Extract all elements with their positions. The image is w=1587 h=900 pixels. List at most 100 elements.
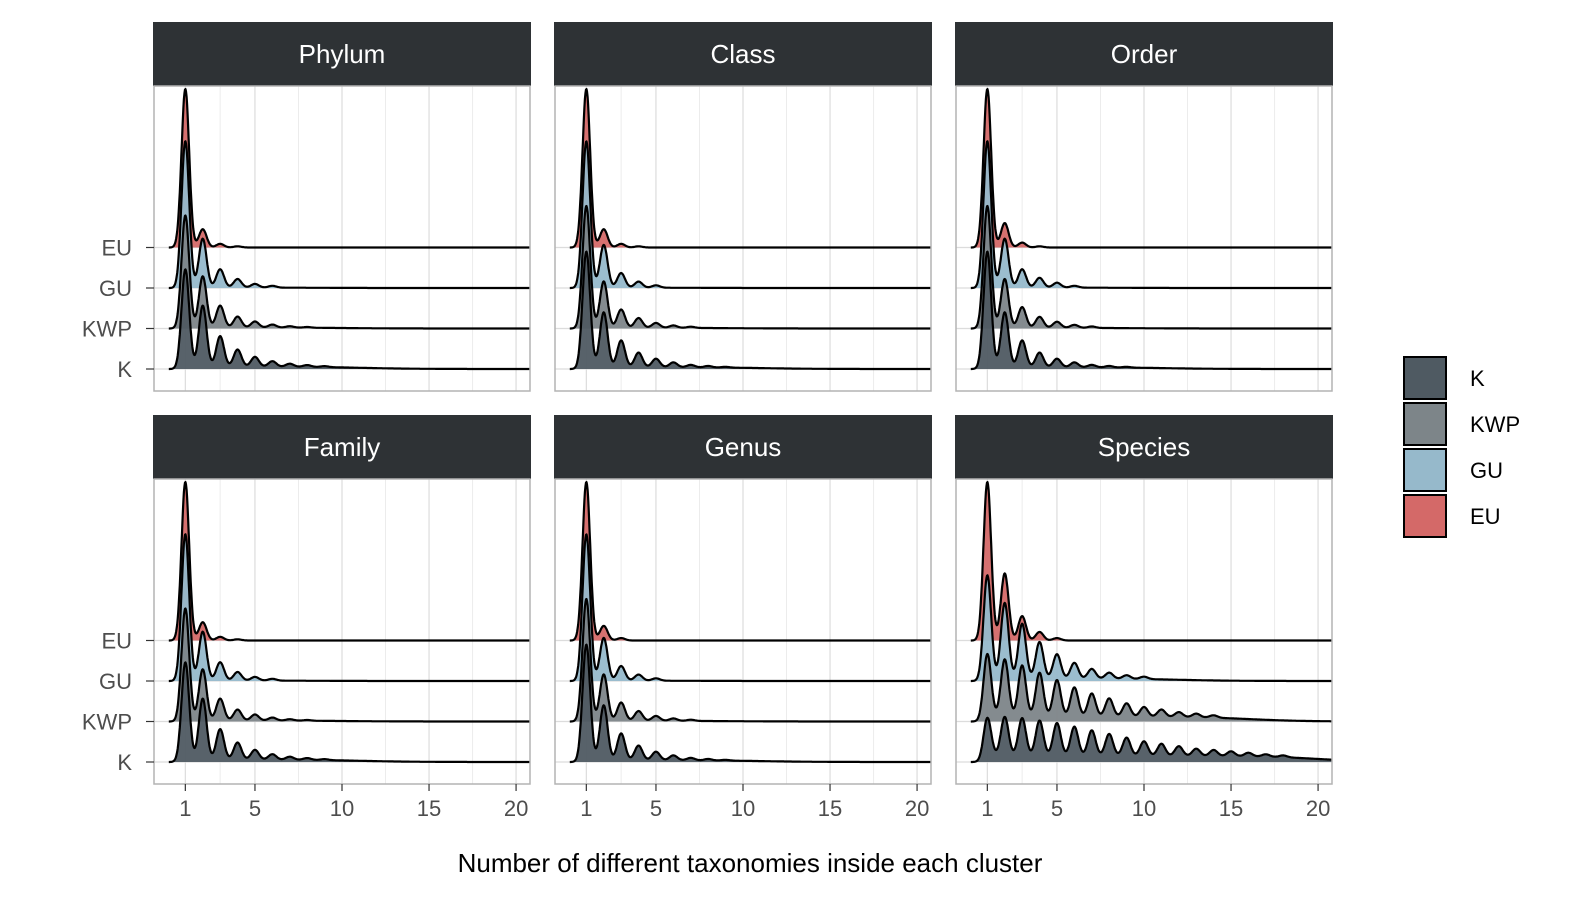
panel-strip	[554, 22, 932, 86]
legend-label: EU	[1470, 504, 1501, 529]
ridge-fill-kwp	[970, 654, 1332, 722]
ridge-line-gu	[168, 533, 530, 683]
ridge-line-eu	[569, 88, 931, 249]
x-tick-label: 15	[818, 796, 842, 821]
ridge-line-gu	[970, 574, 1332, 683]
panel-border	[554, 85, 932, 392]
ridge-line-eu	[970, 88, 1332, 249]
panel-strip	[955, 415, 1333, 479]
ridge-fill-k	[569, 251, 931, 369]
ridge-line-k	[168, 661, 530, 764]
x-tick-label: 10	[330, 796, 354, 821]
ridges	[168, 88, 530, 371]
ridge-line-k	[569, 250, 931, 371]
x-tick-label: 20	[504, 796, 528, 821]
panel-phylum: Phylum K KWP GU EU	[82, 22, 531, 392]
panel-title: Class	[710, 39, 775, 69]
legend: K KWP GU EU	[1403, 356, 1520, 538]
ridge-line-kwp	[168, 214, 530, 330]
y-tick-label: KWP	[82, 317, 132, 342]
legend-key	[1403, 448, 1447, 492]
ridge-line-k	[970, 715, 1332, 764]
legend-item-k: K	[1403, 356, 1485, 400]
legend-item-kwp: KWP	[1403, 402, 1520, 446]
x-tick-label: 1	[981, 796, 993, 821]
ridges	[569, 481, 931, 764]
legend-label: GU	[1470, 458, 1503, 483]
ridge-line-eu	[168, 88, 530, 249]
legend-item-eu: EU	[1403, 494, 1501, 538]
x-tick-label: 5	[249, 796, 261, 821]
panel-title: Phylum	[299, 39, 386, 69]
ridges	[168, 481, 530, 764]
ridge-line-k	[569, 643, 931, 764]
panel-title: Species	[1098, 432, 1191, 462]
y-tick-label: EU	[101, 629, 132, 654]
x-tick-label: 20	[905, 796, 929, 821]
ridge-fill-gu	[168, 141, 530, 288]
y-tick-label: EU	[101, 236, 132, 261]
x-tick-label: 15	[1219, 796, 1243, 821]
ridges	[569, 88, 931, 371]
ridge-line-kwp	[569, 204, 931, 330]
ridge-fill-k	[970, 716, 1332, 762]
y-tick-label: K	[117, 750, 132, 775]
legend-key	[1403, 494, 1447, 538]
panel-strip	[153, 415, 531, 479]
x-tick-label: 10	[731, 796, 755, 821]
ridge-line-gu	[569, 140, 931, 290]
ridge-fill-gu	[168, 534, 530, 681]
panel-class: Class	[554, 22, 932, 392]
ridge-fill-k	[569, 644, 931, 762]
y-tick-label: GU	[99, 669, 132, 694]
ridge-fill-gu	[970, 141, 1332, 288]
panel-title: Genus	[705, 432, 782, 462]
panel-strip	[955, 22, 1333, 86]
ridge-line-gu	[168, 140, 530, 290]
ridge-line-gu	[970, 140, 1332, 290]
panel-title: Order	[1111, 39, 1178, 69]
ridge-fill-gu	[569, 141, 931, 288]
ridge-line-k	[970, 250, 1332, 371]
legend-label: KWP	[1470, 412, 1520, 437]
ridge-line-kwp	[569, 597, 931, 723]
y-tick-label: KWP	[82, 710, 132, 735]
ridge-fill-eu	[970, 89, 1332, 248]
x-tick-label: 1	[580, 796, 592, 821]
x-tick-label: 5	[650, 796, 662, 821]
panel-strip	[554, 415, 932, 479]
ridge-fill-k	[168, 662, 530, 762]
ridge-line-kwp	[970, 204, 1332, 330]
panel-border	[955, 85, 1333, 392]
y-tick-label: K	[117, 357, 132, 382]
ridge-line-kwp	[970, 652, 1332, 723]
legend-label: K	[1470, 366, 1485, 391]
ridge-line-gu	[569, 533, 931, 683]
x-tick-label: 5	[1051, 796, 1063, 821]
ridge-fill-k	[970, 251, 1332, 369]
ridge-line-eu	[168, 481, 530, 642]
legend-key	[1403, 402, 1447, 446]
x-tick-label: 10	[1132, 796, 1156, 821]
ridge-line-eu	[569, 481, 931, 642]
x-tick-label: 20	[1306, 796, 1330, 821]
ridge-fill-k	[168, 269, 530, 369]
ridges	[970, 88, 1332, 371]
ridge-fill-gu	[569, 534, 931, 681]
x-tick-label: 15	[417, 796, 441, 821]
legend-item-gu: GU	[1403, 448, 1503, 492]
y-tick-label: GU	[99, 276, 132, 301]
panel-order: Order	[955, 22, 1333, 392]
legend-key	[1403, 356, 1447, 400]
ridge-line-eu	[970, 481, 1332, 642]
ridges	[970, 481, 1332, 764]
x-axis-title: Number of different taxonomies inside ea…	[458, 848, 1043, 878]
panel-border	[153, 85, 531, 392]
ridge-line-k	[168, 268, 530, 371]
panel-strip	[153, 22, 531, 86]
